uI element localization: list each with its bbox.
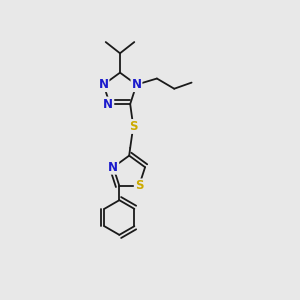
Text: S: S bbox=[135, 179, 143, 192]
Text: N: N bbox=[103, 98, 113, 110]
Text: S: S bbox=[129, 120, 137, 133]
Text: N: N bbox=[131, 78, 142, 91]
Text: N: N bbox=[108, 161, 118, 174]
Text: N: N bbox=[98, 78, 109, 91]
